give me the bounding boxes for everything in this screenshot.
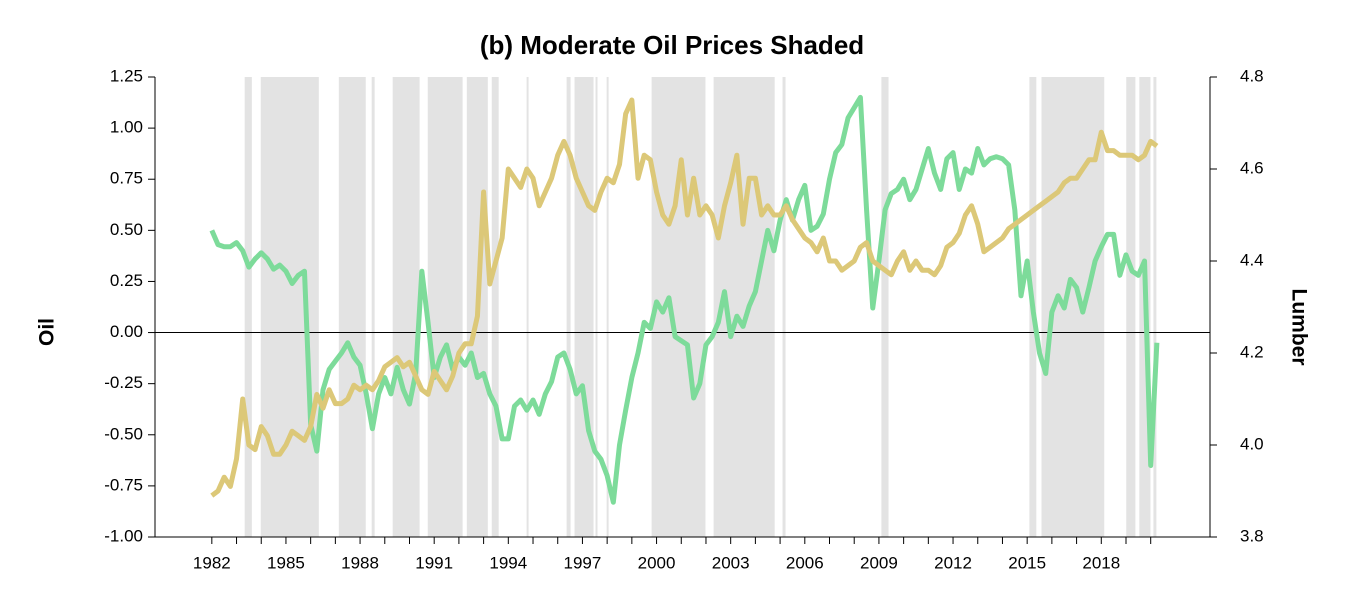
y-tick-label: 0.00 xyxy=(110,322,143,341)
shaded-region xyxy=(595,77,598,537)
shaded-region xyxy=(1153,77,1157,537)
y2-tick-label: 4.6 xyxy=(1240,158,1264,177)
x-tick-label: 1988 xyxy=(341,553,379,572)
shaded-region xyxy=(260,77,319,537)
shaded-region xyxy=(574,77,594,537)
x-tick-label: 2018 xyxy=(1082,553,1120,572)
y-tick-label: 1.00 xyxy=(110,118,143,137)
shaded-region xyxy=(338,77,366,537)
x-tick-label: 1982 xyxy=(193,553,231,572)
y-tick-label: -0.50 xyxy=(104,424,143,443)
y-tick-label: 0.25 xyxy=(110,271,143,290)
x-tick-label: 2012 xyxy=(934,553,972,572)
y2-tick-label: 4.8 xyxy=(1240,66,1264,85)
x-tick-label: 2006 xyxy=(786,553,824,572)
y2-tick-label: 4.0 xyxy=(1240,434,1264,453)
x-tick-label: 2003 xyxy=(712,553,750,572)
y2-tick-label: 3.8 xyxy=(1240,526,1264,545)
y-tick-label: 0.75 xyxy=(110,169,143,188)
line-series xyxy=(209,94,1160,505)
y-tick-label: 1.25 xyxy=(110,66,143,85)
y2-tick-label: 4.2 xyxy=(1240,342,1264,361)
chart-title: (b) Moderate Oil Prices Shaded xyxy=(480,30,864,60)
y2-tick-label: 4.4 xyxy=(1240,250,1264,269)
shaded-region xyxy=(782,77,786,537)
y-tick-label: -1.00 xyxy=(104,526,143,545)
shaded-region xyxy=(1041,77,1105,537)
x-tick-label: 2000 xyxy=(638,553,676,572)
line-series xyxy=(210,97,1159,498)
x-tick-label: 1997 xyxy=(564,553,602,572)
shaded-region xyxy=(392,77,420,537)
shaded-region xyxy=(371,77,375,537)
x-tick-label: 1994 xyxy=(489,553,527,572)
shaded-region xyxy=(566,77,571,537)
y-axis-label: Oil xyxy=(36,318,59,346)
x-tick-label: 1991 xyxy=(415,553,453,572)
shaded-region xyxy=(244,77,252,537)
shaded-region xyxy=(881,77,889,537)
shaded-region xyxy=(606,77,609,537)
y-tick-label: -0.25 xyxy=(104,373,143,392)
shaded-region xyxy=(491,77,499,537)
shaded-region xyxy=(526,77,529,537)
x-tick-label: 2009 xyxy=(860,553,898,572)
shaded-region xyxy=(1126,77,1136,537)
y2-axis-label: Lumber xyxy=(1287,288,1310,365)
y-tick-label: 0.50 xyxy=(110,220,143,239)
y-tick-label: -0.75 xyxy=(104,475,143,494)
x-tick-label: 2015 xyxy=(1008,553,1046,572)
x-tick-label: 1985 xyxy=(267,553,305,572)
shaded-region xyxy=(427,77,463,537)
